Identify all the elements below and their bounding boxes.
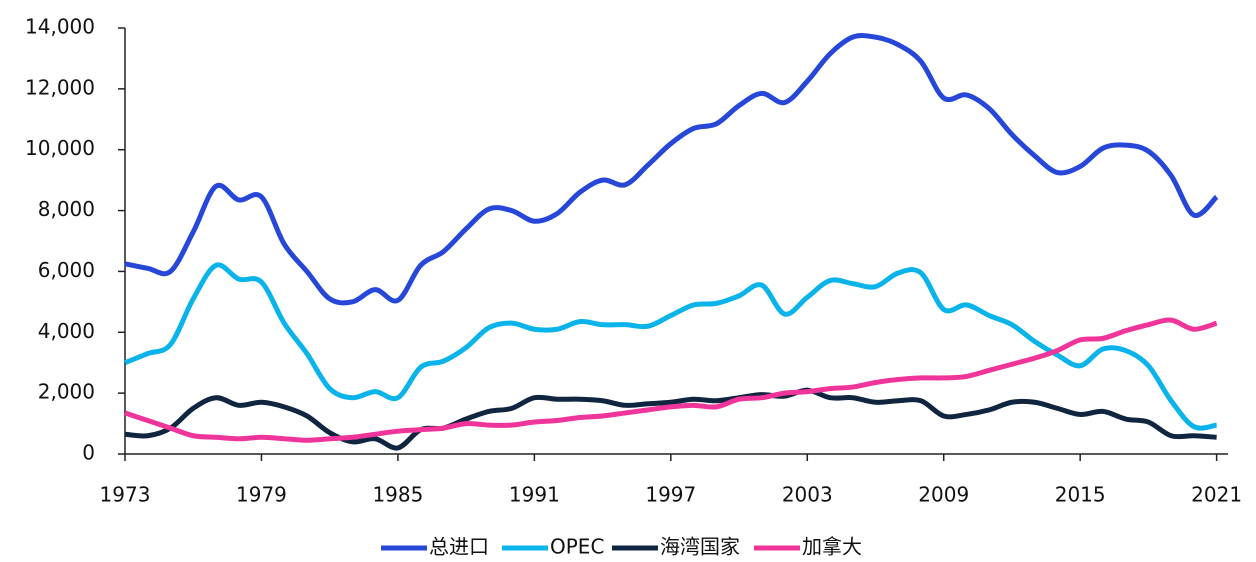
x-tick-label: 1991 [509,483,560,507]
y-tick-label: 14,000 [25,15,95,39]
x-tick-label: 2003 [782,483,833,507]
x-tick-label: 1973 [100,483,151,507]
y-tick-label: 12,000 [25,75,95,99]
x-tick-label: 2009 [918,483,969,507]
series-line [124,387,1217,451]
y-tick-label: 8,000 [38,197,95,221]
legend-label: 海湾国家 [660,535,740,559]
y-tick-label: 10,000 [25,136,95,160]
x-tick-label: 1985 [372,483,423,507]
legend-label: 总进口 [429,535,489,559]
x-tick-label: 2015 [1055,483,1106,507]
y-tick-label: 6,000 [38,258,95,282]
x-tick-label: 1997 [645,483,696,507]
y-tick-label: 4,000 [38,319,95,343]
legend-label: OPEC [550,535,604,559]
x-tick-label: 1979 [236,483,287,507]
series-line [124,33,1219,306]
series-line [124,317,1218,443]
series-line [124,262,1218,431]
y-tick-label: 0 [82,441,95,465]
x-tick-label: 2021 [1191,483,1242,507]
y-tick-label: 2,000 [38,380,95,404]
legend-label: 加拿大 [802,535,862,559]
